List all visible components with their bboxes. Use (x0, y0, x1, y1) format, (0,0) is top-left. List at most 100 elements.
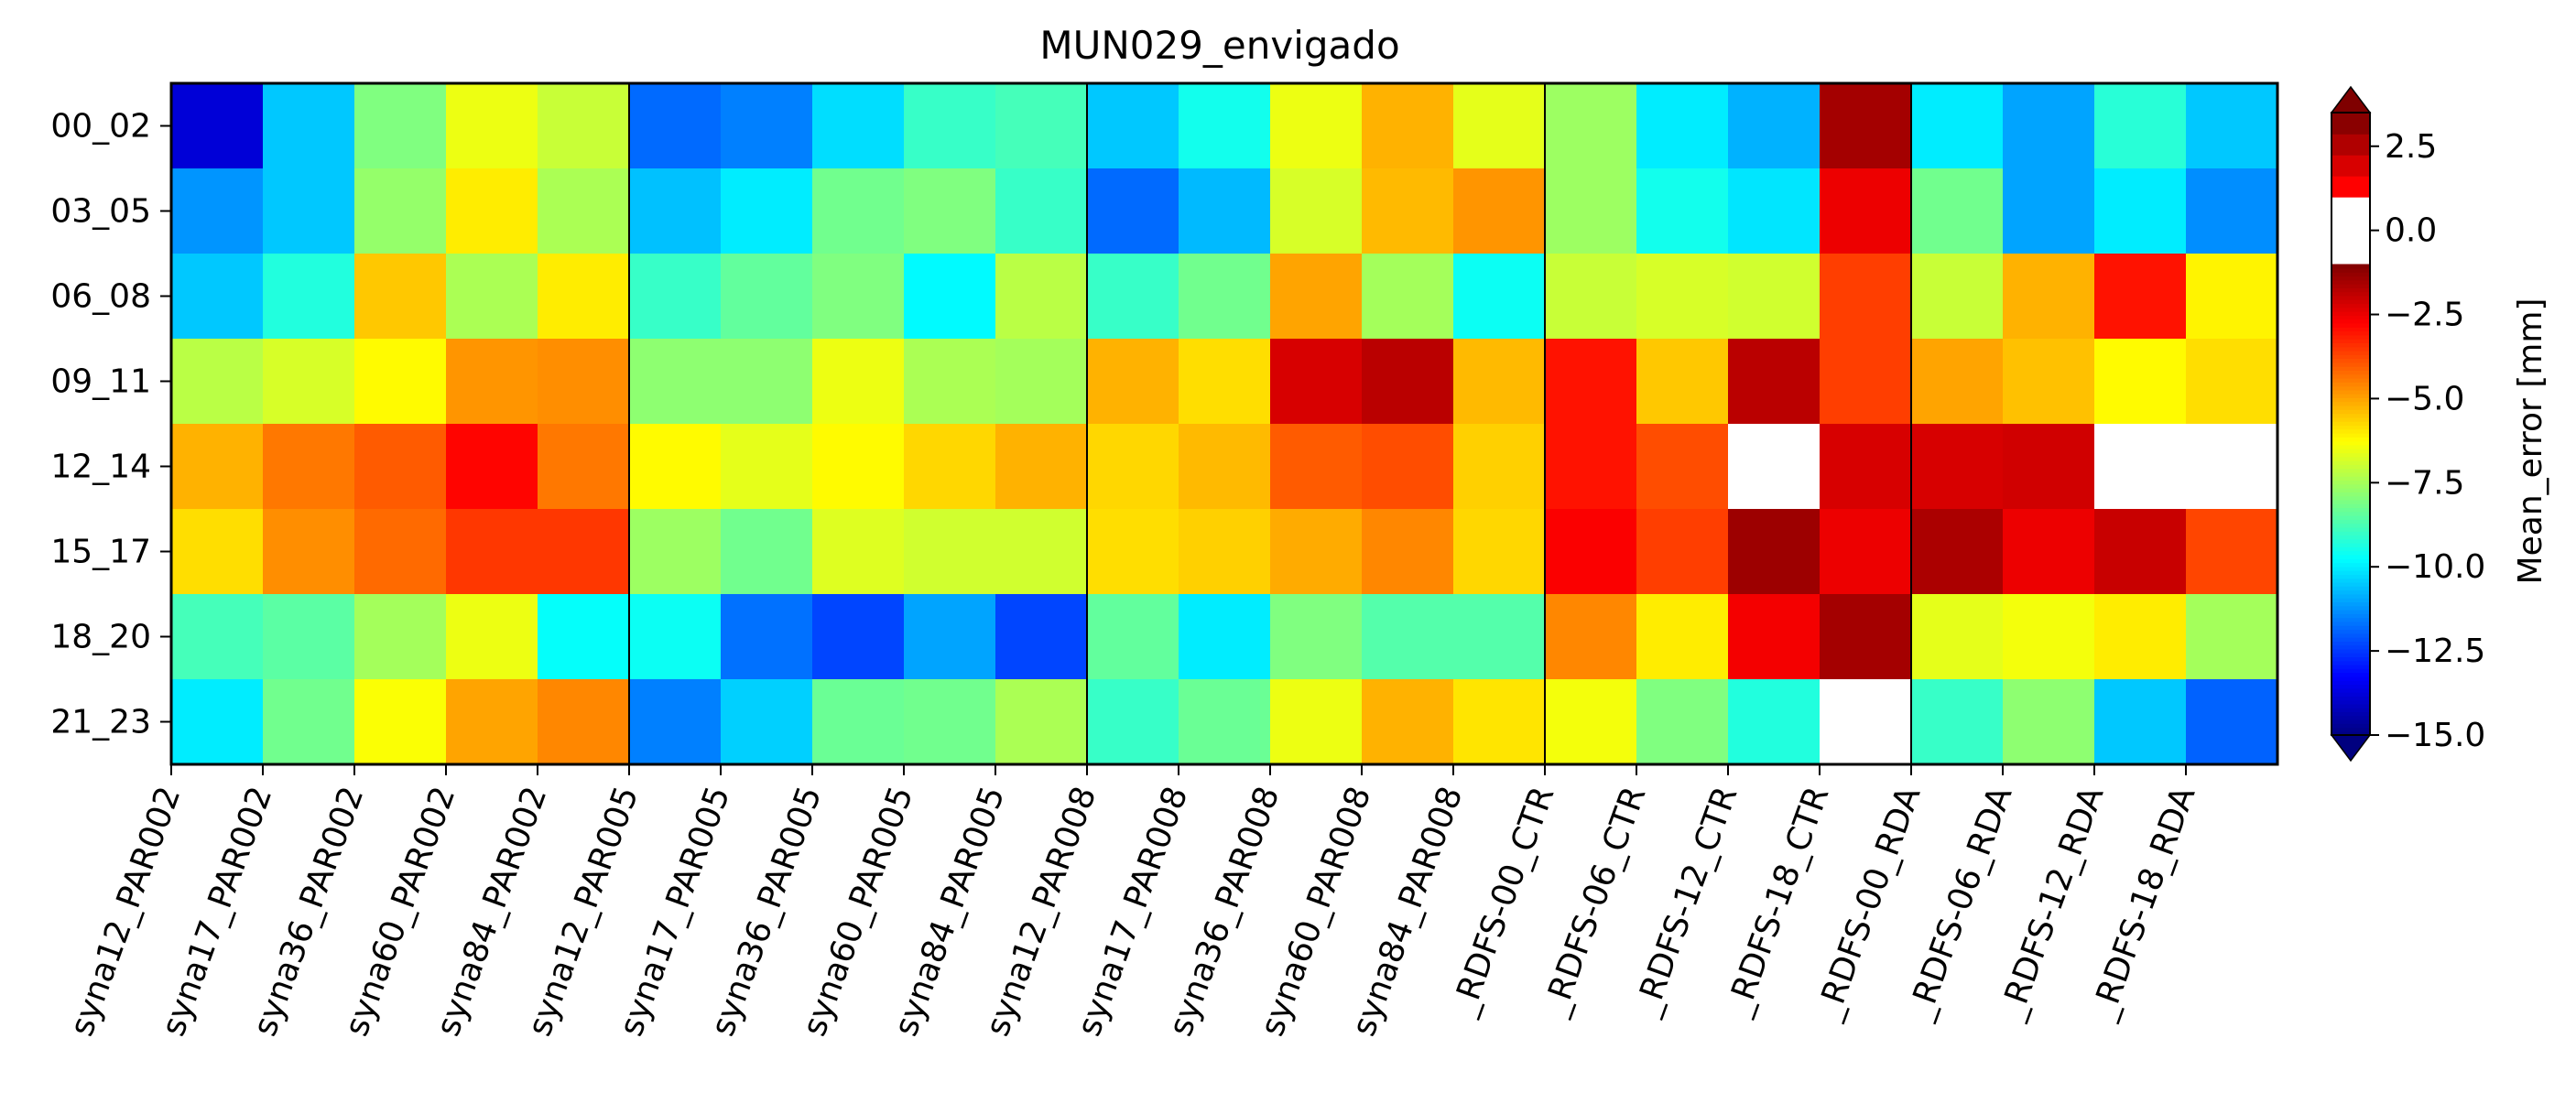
colorbar-segment (2331, 535, 2370, 540)
colorbar-segment (2331, 633, 2370, 638)
heatmap-cell (1362, 509, 1454, 595)
colorbar-segment (2331, 370, 2370, 375)
heatmap-cell (1636, 509, 1729, 595)
colorbar-segment (2331, 554, 2370, 559)
colorbar-segment (2331, 581, 2370, 587)
heatmap-cell (721, 168, 813, 254)
heatmap-cell (721, 254, 813, 340)
colorbar-segment (2331, 668, 2370, 674)
heatmap-cell (1179, 679, 1271, 765)
heatmap-cell (995, 83, 1088, 169)
heatmap-cell (1179, 594, 1271, 680)
y-tick-label: 09_11 (50, 363, 151, 401)
colorbar-segment (2331, 487, 2370, 492)
heatmap-cell (904, 509, 996, 595)
colorbar-outline (2331, 112, 2371, 736)
colorbar-segment (2331, 413, 2370, 418)
heatmap-cell (446, 509, 538, 595)
heatmap-cell (1820, 83, 1912, 169)
colorbar-segment (2331, 456, 2370, 461)
heatmap-cell (171, 594, 264, 680)
heatmap-cell (1911, 424, 2004, 510)
heatmap-cell (2186, 509, 2278, 595)
heatmap-cell (812, 679, 905, 765)
colorbar-segment (2331, 319, 2370, 324)
heatmap-cell (263, 339, 355, 425)
colorbar-segment (2331, 593, 2370, 599)
heatmap-cell (1453, 594, 1546, 680)
heatmap-cell (1453, 83, 1546, 169)
colorbar-segment (2331, 464, 2370, 470)
heatmap-cell (812, 339, 905, 425)
heatmap-cell (1911, 509, 2004, 595)
colorbar-segment (2331, 569, 2370, 575)
heatmap-cell (995, 679, 1088, 765)
heatmap-cell (2094, 339, 2187, 425)
heatmap-cell (1362, 168, 1454, 254)
colorbar-segment (2331, 338, 2370, 343)
colorbar-segment (2331, 299, 2370, 305)
heatmap-cell (629, 254, 722, 340)
heatmap-cell (1728, 509, 1821, 595)
colorbar-segment (2331, 444, 2370, 449)
colorbar-segment (2331, 597, 2370, 602)
colorbar-min-extend (2330, 734, 2372, 762)
heatmap-cell (904, 83, 996, 169)
heatmap-cell (1728, 424, 1821, 510)
heatmap-cell (2186, 679, 2278, 765)
heatmap-cell (1362, 594, 1454, 680)
colorbar-segment (2331, 660, 2370, 665)
heatmap-cell (171, 679, 264, 765)
heatmap-cell (1545, 83, 1637, 169)
colorbar-segment (2331, 538, 2370, 544)
colorbar-tick-label: −10.0 (2385, 548, 2485, 586)
colorbar-segment (2331, 492, 2370, 497)
heatmap-cell (1087, 594, 1179, 680)
colorbar-segment (2331, 315, 2370, 320)
heatmap-cell (721, 679, 813, 765)
colorbar-segment (2331, 409, 2370, 415)
colorbar-segment (2331, 389, 2370, 395)
heatmap-cell (904, 168, 996, 254)
colorbar-segment (2331, 641, 2370, 646)
heatmap-cell (1087, 509, 1179, 595)
y-tick-label: 15_17 (50, 534, 151, 571)
colorbar-tick-label: −5.0 (2385, 380, 2464, 417)
colorbar-segment (2331, 448, 2370, 454)
colorbar-segment (2331, 432, 2370, 438)
colorbar-segment (2331, 133, 2370, 156)
heatmap-cell (904, 594, 996, 680)
colorbar-segment (2331, 644, 2370, 650)
heatmap-cell (1728, 339, 1821, 425)
colorbar-segment (2331, 271, 2370, 277)
heatmap-cell (629, 168, 722, 254)
heatmap-cell (1728, 594, 1821, 680)
heatmap-cell (721, 594, 813, 680)
heatmap-cell (2003, 254, 2095, 340)
heatmap-cell (1636, 679, 1729, 765)
heatmap-cell (1453, 254, 1546, 340)
heatmap-cell (2186, 254, 2278, 340)
colorbar-max-extend (2330, 85, 2372, 114)
colorbar-segment (2331, 696, 2370, 701)
colorbar-tick-label: 0.0 (2385, 212, 2437, 250)
colorbar-segment (2331, 196, 2370, 265)
y-tick-label: 00_02 (50, 108, 151, 146)
heatmap-cell (171, 509, 264, 595)
colorbar-segment (2331, 578, 2370, 583)
colorbar-segment (2331, 310, 2370, 316)
heatmap-cell (1087, 168, 1179, 254)
colorbar-segment (2331, 711, 2370, 717)
colorbar-segment (2331, 523, 2370, 528)
heatmap-cell (629, 509, 722, 595)
heatmap-cell (1911, 168, 2004, 254)
heatmap-cell (629, 339, 722, 425)
heatmap-cell (263, 594, 355, 680)
heatmap-cell (1728, 679, 1821, 765)
heatmap-cell (1179, 424, 1271, 510)
heatmap-cell (2003, 509, 2095, 595)
group-separators (628, 83, 1912, 764)
heatmap-cell (2186, 168, 2278, 254)
heatmap-cell (812, 168, 905, 254)
y-axis-ticks: 00_02 03_05 06_08 09_11 12_14 15_17 18_20 21_23 (50, 108, 171, 741)
